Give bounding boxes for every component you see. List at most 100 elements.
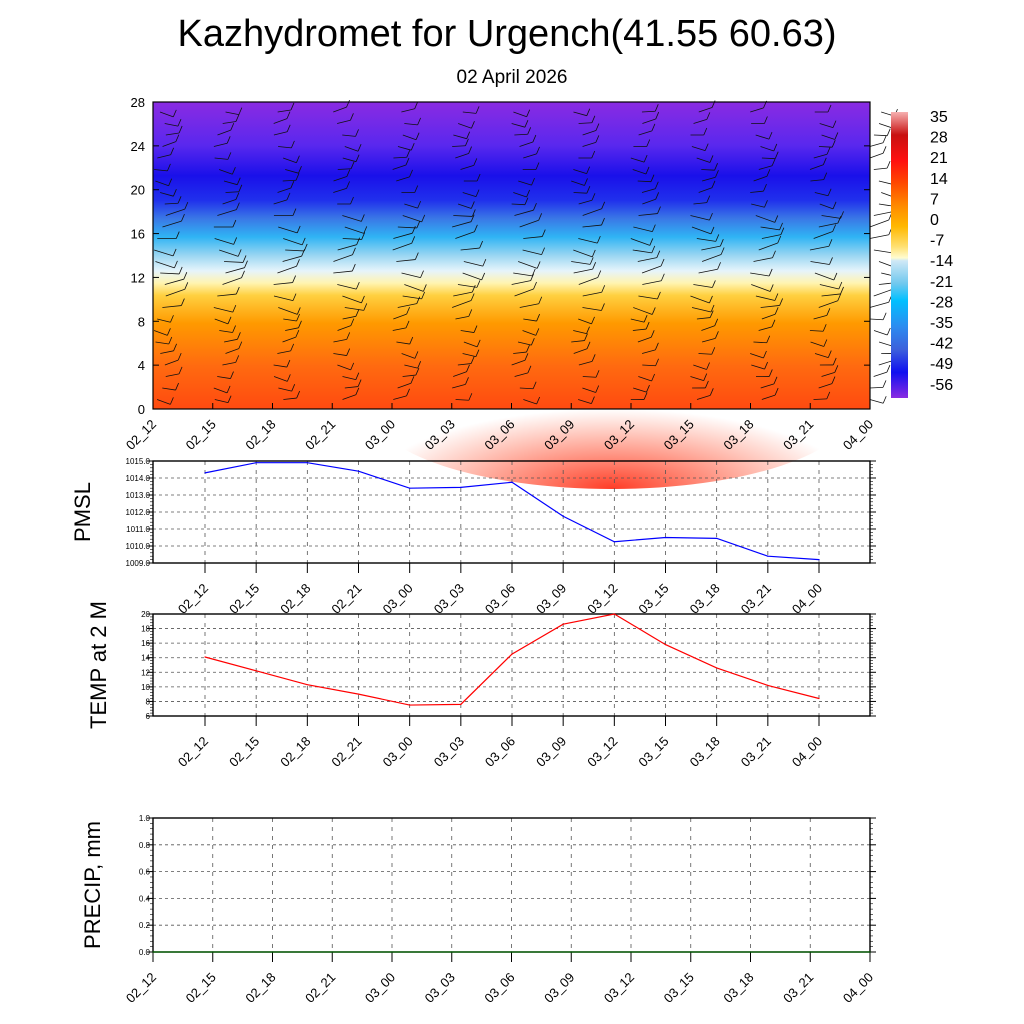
wind-barb xyxy=(755,134,770,140)
data-point xyxy=(255,670,257,672)
wind-barb xyxy=(513,272,533,277)
wind-barb-feather xyxy=(715,234,720,242)
wind-barb-feather xyxy=(170,397,174,405)
wind-barb xyxy=(638,295,658,300)
x-tick-label: 03_09 xyxy=(533,734,569,770)
wind-barb xyxy=(818,383,833,389)
wind-barb-feather xyxy=(170,315,174,323)
wind-barb xyxy=(285,249,305,252)
wind-barb xyxy=(273,199,288,205)
wind-barb xyxy=(401,272,421,279)
wind-barb xyxy=(582,376,597,378)
wind-barb xyxy=(751,203,765,208)
wind-barb xyxy=(519,387,534,390)
wind-barb-feather xyxy=(172,248,177,257)
x-tick-label: 02_18 xyxy=(277,734,313,770)
wind-barb xyxy=(393,232,413,239)
wind-barb xyxy=(573,169,587,175)
wind-barb xyxy=(638,376,652,382)
wind-barb xyxy=(153,330,168,336)
wind-barb xyxy=(402,134,417,141)
wind-barb-feather xyxy=(714,318,719,326)
x-tick-label: 03_06 xyxy=(481,970,517,1006)
x-tick-label: 02_12 xyxy=(175,581,211,617)
wind-barb xyxy=(155,341,169,345)
wind-barb xyxy=(873,211,893,216)
wind-barb xyxy=(755,295,775,301)
wind-barb xyxy=(153,249,174,257)
wind-barb-feather xyxy=(526,189,530,198)
y-tick-label: 1011.0 xyxy=(126,525,150,534)
colorbar-label: -49 xyxy=(930,356,953,373)
wind-barb xyxy=(217,209,237,216)
wind-barb xyxy=(814,353,829,358)
wind-barb xyxy=(819,203,834,210)
y-tick-label: 16 xyxy=(131,227,145,242)
wind-barb-feather xyxy=(416,296,421,304)
wind-barb-feather xyxy=(350,362,355,371)
wind-barb xyxy=(342,315,357,320)
wind-barb-feather xyxy=(591,150,596,159)
y-tick-label: 10 xyxy=(141,683,150,692)
wind-barb-feather xyxy=(226,136,231,144)
wind-barb xyxy=(453,371,467,377)
wind-barb-feather xyxy=(703,373,708,381)
wind-barb xyxy=(753,175,768,182)
wind-barb-feather xyxy=(524,353,529,361)
wind-barb-feather xyxy=(768,369,773,377)
wind-barb xyxy=(278,226,298,234)
y-tick-label: 1015.0 xyxy=(126,457,151,466)
wind-barb xyxy=(698,107,713,113)
y-axis-label: PRECIP, mm xyxy=(80,821,105,949)
wind-barb-feather xyxy=(167,163,171,172)
x-tick-label: 02_21 xyxy=(328,581,364,617)
wind-barb xyxy=(453,215,473,217)
wind-barb xyxy=(223,180,238,186)
wind-barb xyxy=(869,152,884,159)
wind-barb-feather xyxy=(346,181,350,189)
data-point xyxy=(204,472,206,474)
wind-barb-feather xyxy=(773,143,778,152)
wind-barb xyxy=(809,164,824,170)
x-tick-label: 03_21 xyxy=(780,970,816,1006)
wind-barb xyxy=(462,272,482,281)
wind-barb-feather xyxy=(538,296,543,304)
wind-barb-feather xyxy=(541,229,546,237)
wind-barb-feather xyxy=(235,355,240,363)
wind-barb xyxy=(573,330,587,335)
wind-barb xyxy=(813,231,833,239)
wind-barb-feather xyxy=(536,261,541,269)
wind-barb-feather xyxy=(773,376,778,384)
wind-barb-feather xyxy=(406,388,410,396)
wind-barbs xyxy=(153,99,904,405)
wind-barb-feather xyxy=(233,237,238,245)
wind-barb xyxy=(392,327,407,331)
wind-barb-feather xyxy=(414,252,419,260)
wind-barb xyxy=(873,167,888,170)
y-tick-label: 1012.0 xyxy=(126,508,151,517)
wind-barb-feather xyxy=(655,358,659,366)
y-tick-label: 1009.0 xyxy=(126,559,151,568)
wind-barb-feather xyxy=(468,393,473,401)
wind-barb-feather xyxy=(646,139,651,147)
wind-barb xyxy=(702,337,716,343)
wind-barb-feather xyxy=(527,127,532,135)
wind-barb-feather xyxy=(177,352,182,361)
wind-barb-feather xyxy=(355,281,360,290)
wind-barb-feather xyxy=(524,197,529,205)
wind-barb-feather xyxy=(470,356,475,364)
wind-barb-feather xyxy=(826,147,831,155)
colorbar-label: -7 xyxy=(930,233,944,250)
wind-barb xyxy=(452,145,466,147)
wind-barb-feather xyxy=(601,285,606,293)
wind-barb-feather xyxy=(363,226,368,234)
wind-barb-feather xyxy=(355,154,360,162)
wind-barb-feather xyxy=(649,238,654,246)
x-tick-label: 02_21 xyxy=(302,417,338,453)
wind-barb-feather xyxy=(650,174,655,182)
data-point xyxy=(613,613,615,615)
wind-barb xyxy=(518,261,538,269)
wind-barb-feather xyxy=(476,280,481,288)
wind-barb-feather xyxy=(709,212,713,221)
wind-barb-feather xyxy=(655,342,659,350)
